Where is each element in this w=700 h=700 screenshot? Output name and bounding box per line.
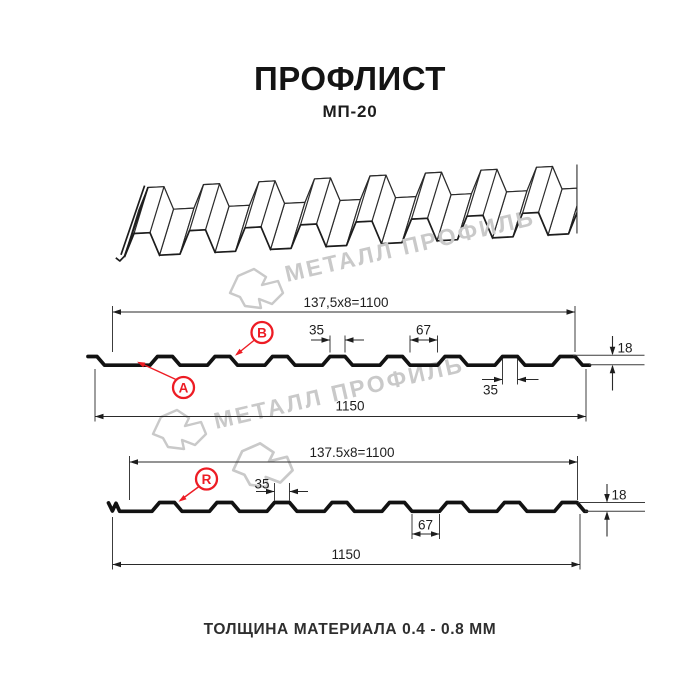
section-2-cross-section: 137.5x8=1100 35 67 18 1150 bbox=[106, 445, 645, 570]
rib-edge-line bbox=[371, 174, 387, 222]
metal-profil-logo-icon bbox=[228, 267, 285, 310]
rib-edge-line bbox=[537, 166, 554, 213]
rib-edge-line bbox=[521, 167, 538, 214]
thickness-note: ТОЛЩИНА МАТЕРИАЛА 0.4 - 0.8 ММ bbox=[204, 621, 497, 638]
dim-pitch-label: 137.5x8=1100 bbox=[310, 445, 395, 460]
product-code: МП-20 bbox=[323, 102, 378, 121]
profile-outline-2 bbox=[106, 500, 589, 514]
dim-overall-label: 1150 bbox=[331, 547, 360, 562]
dim-height-label: 18 bbox=[612, 488, 627, 503]
section-1-cross-section: 137,5x8=1100 35 67 18 35 bbox=[86, 295, 645, 422]
rib-edge-line bbox=[482, 169, 498, 216]
marker-a: A bbox=[135, 359, 196, 400]
rib-edge-line bbox=[244, 181, 260, 228]
marker-b: B bbox=[233, 320, 274, 358]
sheet-front-edge bbox=[123, 209, 578, 258]
sheet-3d-view bbox=[115, 164, 608, 262]
rib-edge-line bbox=[355, 175, 371, 223]
dim-overall-label: 1150 bbox=[335, 399, 364, 414]
rib-edge-line bbox=[315, 177, 332, 225]
rib-edge-line bbox=[204, 183, 221, 230]
dim-valley-label: 67 bbox=[418, 518, 433, 533]
svg-text:A: A bbox=[179, 380, 189, 395]
metal-profil-logo-icon bbox=[151, 408, 208, 451]
rib-edge-line bbox=[149, 186, 165, 233]
dim-height-label: 18 bbox=[618, 341, 633, 356]
dim-rib-top-label: 35 bbox=[254, 477, 269, 492]
sheet-end-cap bbox=[115, 185, 149, 262]
profile-outline-1 bbox=[86, 354, 592, 368]
rib-edge-line bbox=[466, 170, 482, 217]
watermark-2: МЕТАЛЛ ПРОФИЛЬ bbox=[151, 351, 467, 489]
dim-valley-label: 67 bbox=[416, 323, 431, 338]
page-title: ПРОФЛИСТ bbox=[254, 60, 446, 97]
rib-edge-line bbox=[410, 172, 427, 220]
rib-edge-line bbox=[594, 164, 608, 210]
rib-edge-line bbox=[188, 184, 205, 231]
rib-edge-line bbox=[260, 180, 276, 228]
svg-text:R: R bbox=[202, 472, 212, 487]
dim-rib-top-label: 35 bbox=[309, 323, 324, 338]
dim-pitch-label: 137,5x8=1100 bbox=[304, 295, 389, 310]
rib-edge-line bbox=[577, 210, 578, 211]
marker-r: R bbox=[177, 467, 219, 504]
svg-text:B: B bbox=[257, 325, 267, 340]
dim-rib-bottom-label: 35 bbox=[483, 383, 498, 398]
rib-edge-line bbox=[299, 178, 316, 226]
rib-edge-line bbox=[426, 172, 443, 219]
